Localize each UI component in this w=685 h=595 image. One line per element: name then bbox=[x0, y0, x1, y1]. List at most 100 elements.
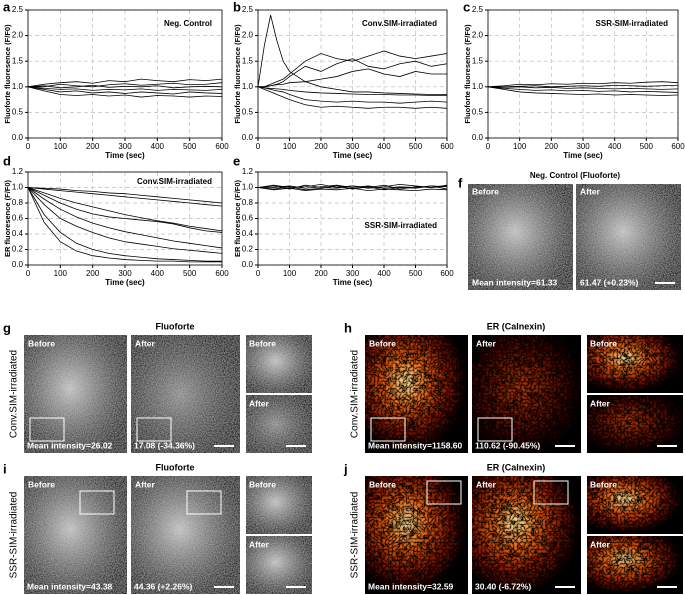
annotation: Conv.SIM-irradiated bbox=[137, 177, 212, 186]
image-label: After bbox=[249, 539, 270, 549]
data-line bbox=[27, 86, 223, 95]
y-tick-label: 0.2 bbox=[12, 245, 24, 254]
micrograph bbox=[131, 476, 240, 594]
line-chart: 0.0 0.2 0.4 0.6 0.8 1.0 1.2 0 100 200 300 400 500 600… bbox=[233, 153, 454, 287]
micrograph bbox=[365, 476, 468, 594]
plot-frame bbox=[27, 171, 223, 266]
intensity-label: 110.62 (-90.45%) bbox=[475, 440, 540, 450]
line-chart: 0.0 0.5 1.0 1.5 2.0 2.5 0 100 200 300 400 500 600 Tim… bbox=[233, 0, 454, 160]
y-tick-label: 2.0 bbox=[472, 31, 484, 40]
data-line bbox=[257, 185, 448, 191]
x-tick-label: 500 bbox=[409, 142, 423, 151]
plot-frame bbox=[257, 171, 448, 266]
intensity-label: Mean intensity=26.02 bbox=[27, 440, 113, 450]
image-label: After bbox=[249, 398, 270, 408]
data-line bbox=[258, 68, 447, 88]
image-label: Before bbox=[590, 338, 617, 348]
intensity-label: Mean intensity=1158.60 bbox=[368, 440, 463, 450]
y-axis-label: Fluoforte fluoresence (F/F0) bbox=[233, 24, 242, 124]
micrograph bbox=[576, 184, 681, 290]
y-tick-label: 0.0 bbox=[242, 260, 254, 269]
line-chart: 0.0 0.2 0.4 0.6 0.8 1.0 1.2 0 100 200 300 400 500 600… bbox=[3, 153, 229, 287]
data-line bbox=[487, 86, 679, 90]
y-tick-label: 0.4 bbox=[12, 229, 24, 238]
image-label: After bbox=[580, 186, 601, 196]
x-tick-label: 600 bbox=[215, 142, 229, 151]
y-tick-label: 0.8 bbox=[12, 198, 24, 207]
line-chart: 0.0 0.5 1.0 1.5 2.0 2.5 0 100 200 300 400 500 600 Tim… bbox=[463, 0, 685, 160]
x-tick-label: 200 bbox=[314, 269, 328, 278]
x-tick-label: 0 bbox=[486, 142, 491, 151]
x-tick-label: 600 bbox=[215, 269, 229, 278]
x-tick-label: 0 bbox=[26, 142, 31, 151]
data-line bbox=[487, 81, 679, 88]
panel-letter: b bbox=[233, 0, 241, 14]
data-line bbox=[257, 86, 448, 104]
x-tick-label: 300 bbox=[118, 142, 132, 151]
x-tick-label: 400 bbox=[608, 142, 622, 151]
x-tick-label: 400 bbox=[151, 142, 165, 151]
micrograph bbox=[587, 335, 683, 393]
y-tick-label: 0.4 bbox=[242, 229, 254, 238]
micrograph bbox=[587, 395, 683, 453]
roi-box bbox=[186, 490, 222, 515]
micrograph bbox=[246, 335, 312, 393]
x-axis-label: Time (sec) bbox=[333, 278, 373, 287]
roi-box bbox=[477, 417, 513, 442]
data-line bbox=[487, 86, 679, 93]
image-label: After bbox=[590, 539, 611, 549]
micrograph bbox=[472, 335, 581, 453]
data-line bbox=[257, 183, 448, 189]
panel-title: Fluoforte bbox=[156, 462, 195, 472]
x-tick-label: 400 bbox=[377, 269, 391, 278]
x-tick-label: 200 bbox=[86, 142, 100, 151]
data-line bbox=[27, 78, 223, 88]
plot-frame bbox=[487, 9, 679, 139]
plot-frame bbox=[27, 9, 223, 139]
panel-letter: a bbox=[3, 0, 11, 14]
y-tick-label: 1.5 bbox=[12, 56, 24, 65]
roi-box bbox=[370, 417, 406, 442]
micrograph bbox=[246, 536, 312, 594]
data-line bbox=[27, 187, 222, 262]
roi-box bbox=[426, 480, 462, 505]
panel-letter: d bbox=[3, 153, 11, 168]
intensity-label: Mean intensity=61.33 bbox=[472, 277, 558, 287]
panel-letter: j bbox=[343, 461, 348, 476]
x-tick-label: 200 bbox=[86, 269, 100, 278]
y-tick-label: 0.6 bbox=[242, 214, 254, 223]
y-tick-label: 0.2 bbox=[242, 245, 254, 254]
y-tick-label: 2.5 bbox=[472, 5, 484, 14]
line-chart: 0.0 0.5 1.0 1.5 2.0 2.5 0 100 200 300 400 500 600 Tim… bbox=[3, 0, 229, 160]
image-label: After bbox=[476, 479, 497, 489]
x-tick-label: 200 bbox=[314, 142, 328, 151]
image-label: After bbox=[135, 338, 156, 348]
y-tick-label: 1.0 bbox=[12, 183, 24, 192]
y-tick-label: 1.2 bbox=[242, 167, 254, 176]
micrograph bbox=[246, 476, 312, 534]
y-tick-label: 1.0 bbox=[242, 82, 254, 91]
micrograph bbox=[24, 335, 127, 453]
data-line bbox=[257, 86, 448, 109]
image-panels: f Neg. Control (Fluoforte) Before After Mean… bbox=[3, 171, 683, 594]
data-line bbox=[257, 187, 448, 192]
y-tick-label: 0.0 bbox=[242, 133, 254, 142]
data-line bbox=[257, 86, 447, 96]
roi-box bbox=[79, 490, 115, 515]
intensity-label: 30.40 (-6.72%) bbox=[475, 581, 531, 591]
data-line bbox=[27, 187, 223, 249]
annotation: SSR-SIM-irradiated bbox=[596, 19, 669, 28]
x-tick-label: 100 bbox=[283, 269, 297, 278]
y-axis-label: ER fluoresence (F/F0) bbox=[3, 179, 12, 257]
image-label: Before bbox=[472, 186, 499, 196]
intensity-label: 44.36 (+2.26%) bbox=[134, 581, 193, 591]
x-tick-label: 100 bbox=[54, 269, 68, 278]
y-axis-label: Fluoforte fluoresence (F/F0) bbox=[3, 24, 12, 124]
panel-title: ER (Calnexin) bbox=[487, 462, 546, 472]
intensity-label: Mean intensity=43.38 bbox=[27, 581, 113, 591]
x-axis-label: Time (sec) bbox=[105, 151, 145, 160]
image-label: Before bbox=[249, 338, 276, 348]
y-tick-label: 2.0 bbox=[242, 31, 254, 40]
y-axis-label: ER fluoresence (F/F0) bbox=[233, 179, 242, 257]
roi-box bbox=[533, 480, 569, 505]
